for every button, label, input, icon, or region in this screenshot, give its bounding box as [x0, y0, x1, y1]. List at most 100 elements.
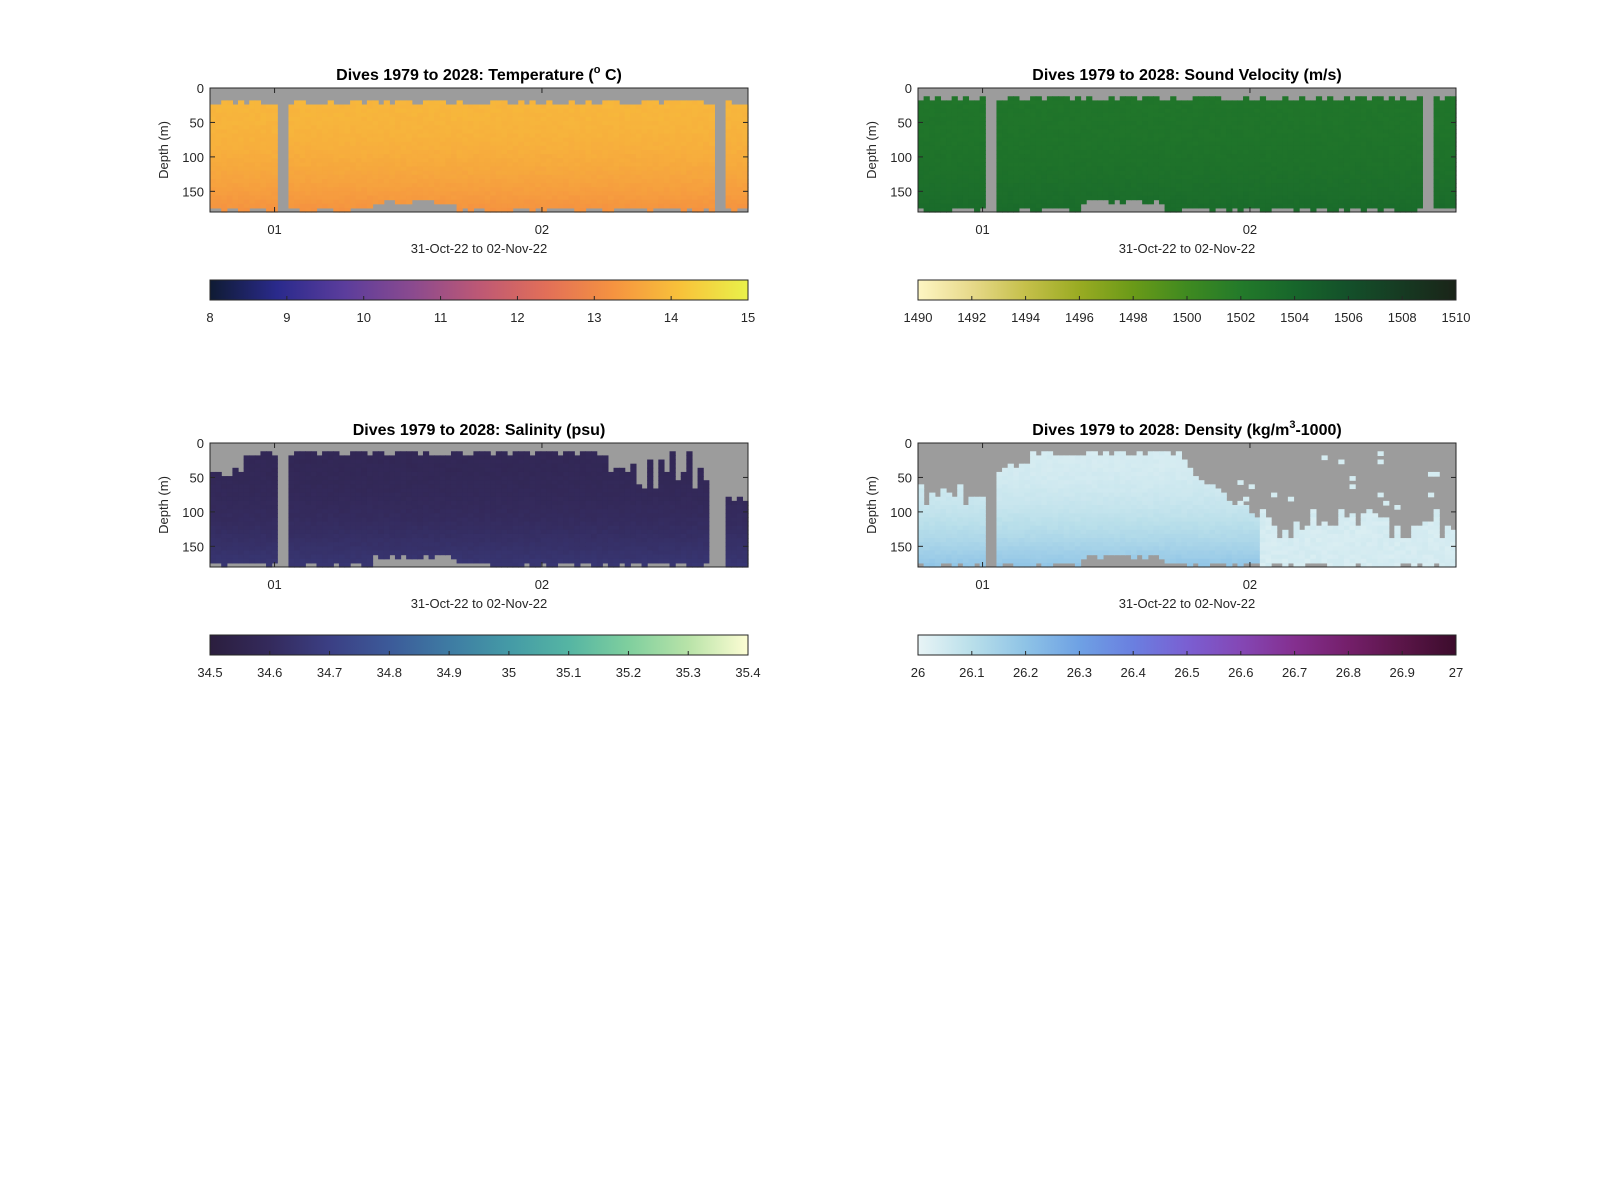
heatmap-cell [439, 195, 446, 201]
heatmap-cell [1142, 170, 1149, 176]
heatmap-cell [394, 121, 402, 126]
heatmap-cell [1299, 137, 1306, 143]
heatmap-cell [299, 174, 306, 180]
heatmap-cell [613, 166, 620, 172]
heatmap-cell [974, 178, 981, 184]
heatmap-cell [1018, 112, 1026, 118]
heatmap-cell [1215, 133, 1222, 139]
heatmap-cell [652, 170, 659, 176]
heatmap-cell [946, 183, 953, 188]
heatmap-cell [663, 116, 671, 122]
heatmap-cell [613, 178, 620, 184]
heatmap-cell [1259, 178, 1267, 184]
heatmap-cell [535, 150, 542, 155]
heatmap-cell [1220, 158, 1227, 163]
heatmap-cell [1332, 170, 1339, 176]
heatmap-cell [736, 199, 743, 205]
heatmap-cell [731, 129, 738, 135]
heatmap-cell [389, 170, 396, 176]
heatmap-cell [1226, 112, 1233, 118]
heatmap-cell [1080, 174, 1087, 180]
heatmap-cell [1013, 191, 1020, 197]
heatmap-cell [266, 203, 273, 209]
heatmap-cell [1360, 104, 1367, 110]
heatmap-cell [1170, 162, 1177, 168]
heatmap-cell [322, 187, 329, 192]
heatmap-cell [708, 195, 715, 201]
heatmap-cell [1394, 129, 1401, 135]
heatmap-cell [1304, 150, 1311, 155]
heatmap-cell [697, 158, 704, 163]
heatmap-cell [619, 162, 626, 168]
heatmap-cell [333, 166, 340, 172]
heatmap-cell [394, 158, 402, 163]
heatmap-cell [417, 141, 424, 147]
heatmap-cell [1114, 162, 1121, 168]
heatmap-cell [243, 112, 250, 118]
heatmap-cell [946, 141, 953, 147]
heatmap-cell [1271, 154, 1278, 159]
heatmap-cell [467, 121, 474, 126]
heatmap-cell [675, 104, 682, 110]
heatmap-cell [1282, 141, 1289, 147]
heatmap-cell [372, 178, 379, 184]
heatmap-cell [445, 129, 452, 135]
heatmap-cell [731, 133, 738, 139]
heatmap-cell [366, 129, 374, 135]
heatmap-cell [490, 187, 497, 192]
heatmap-cell [350, 170, 357, 176]
heatmap-cell [1063, 199, 1070, 205]
heatmap-cell [1136, 137, 1143, 143]
heatmap-cell [1282, 104, 1289, 110]
heatmap-cell [613, 125, 620, 130]
heatmap-cell [333, 178, 340, 184]
heatmap-cell [226, 133, 234, 139]
heatmap-cell [686, 162, 693, 168]
heatmap-cell [1108, 183, 1115, 188]
heatmap-cell [394, 116, 402, 122]
heatmap-cell [1321, 100, 1328, 106]
heatmap-cell [1411, 145, 1418, 151]
heatmap-cell [1254, 129, 1261, 135]
heatmap-cell [923, 166, 930, 172]
heatmap-cell [1371, 154, 1379, 159]
heatmap-cell [254, 154, 262, 159]
heatmap-cell [974, 133, 981, 139]
heatmap-cell [1371, 129, 1379, 135]
heatmap-cell [1259, 191, 1267, 197]
heatmap-cell [546, 137, 553, 143]
heatmap-cell [1108, 150, 1115, 155]
heatmap-cell [602, 203, 609, 209]
heatmap-cell [462, 170, 469, 176]
heatmap-cell [249, 191, 256, 197]
heatmap-cell [1450, 178, 1457, 184]
heatmap-cell [1444, 199, 1451, 205]
heatmap-cell [557, 150, 564, 155]
heatmap-cell [1371, 141, 1379, 147]
heatmap-cell [221, 558, 228, 564]
heatmap-cell [366, 104, 374, 110]
heatmap-cell [708, 116, 715, 122]
heatmap-cell [1304, 137, 1311, 143]
heatmap-cell [1321, 125, 1328, 130]
heatmap-cell [736, 145, 743, 151]
heatmap-cell [1041, 187, 1048, 192]
heatmap-cell [1332, 178, 1339, 184]
heatmap-cell [1013, 187, 1020, 192]
panel-2: Dives 1979 to 2028: Sound Velocity (m/s)… [864, 67, 1470, 325]
heatmap-cell [697, 121, 704, 126]
heatmap-cell [1315, 187, 1323, 192]
heatmap-cell [1069, 121, 1076, 126]
heatmap-cell [445, 187, 452, 192]
heatmap-cell [946, 137, 953, 143]
heatmap-cell [1125, 195, 1132, 201]
heatmap-cell [366, 133, 374, 139]
heatmap-cell [389, 116, 396, 122]
heatmap-cell [968, 178, 975, 184]
heatmap-cell [1299, 100, 1306, 106]
heatmap-cell [1377, 116, 1384, 122]
heatmap-cell [294, 137, 301, 143]
heatmap-cell [1024, 145, 1031, 151]
heatmap-cell [635, 166, 643, 172]
heatmap-cell [1091, 195, 1098, 201]
